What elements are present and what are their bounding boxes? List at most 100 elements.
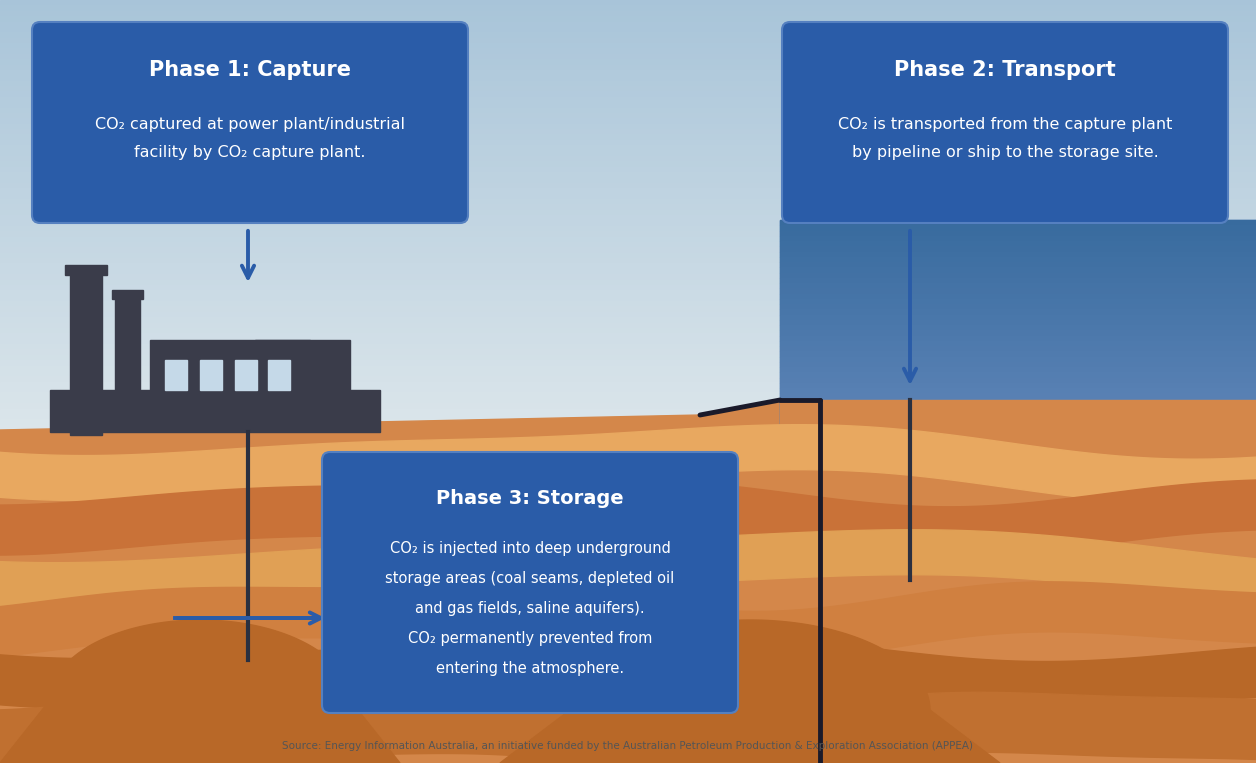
Bar — [0, 140, 1256, 145]
Bar — [0, 295, 1256, 301]
Bar — [780, 272, 1256, 278]
Bar — [116, 295, 139, 390]
Bar — [780, 409, 1256, 414]
Bar — [0, 124, 1256, 129]
Text: CO₂ is transported from the capture plant: CO₂ is transported from the capture plan… — [838, 118, 1172, 133]
Bar — [0, 183, 1256, 188]
Bar — [0, 414, 1256, 419]
Bar — [780, 393, 1256, 398]
Bar — [165, 360, 187, 390]
Bar — [0, 108, 1256, 113]
Bar — [780, 414, 1256, 420]
Text: facility by CO₂ capture plant.: facility by CO₂ capture plant. — [134, 144, 365, 159]
Bar — [0, 307, 1256, 312]
Bar — [780, 230, 1256, 236]
Bar — [0, 53, 1256, 59]
FancyBboxPatch shape — [31, 22, 468, 223]
Bar — [0, 145, 1256, 150]
Bar — [0, 382, 1256, 387]
Bar — [0, 204, 1256, 210]
Bar — [0, 92, 1256, 97]
Bar — [780, 356, 1256, 362]
Bar — [0, 269, 1256, 274]
Bar — [780, 236, 1256, 241]
Bar — [0, 317, 1256, 323]
Bar — [0, 285, 1256, 290]
Bar — [0, 81, 1256, 86]
Bar — [0, 199, 1256, 204]
Text: CO₂ is injected into deep underground: CO₂ is injected into deep underground — [389, 540, 671, 555]
Bar — [0, 247, 1256, 253]
Bar — [255, 340, 310, 360]
Bar — [780, 288, 1256, 294]
Bar — [780, 314, 1256, 320]
Bar — [0, 339, 1256, 344]
Bar — [780, 299, 1256, 304]
Bar — [780, 220, 1256, 225]
Bar — [268, 360, 290, 390]
FancyBboxPatch shape — [322, 452, 739, 713]
Polygon shape — [780, 400, 1256, 763]
Bar — [0, 188, 1256, 194]
Bar — [780, 388, 1256, 393]
Bar — [780, 257, 1256, 262]
Bar — [780, 262, 1256, 267]
Bar — [0, 328, 1256, 333]
Bar — [780, 267, 1256, 272]
Bar — [0, 376, 1256, 382]
Bar — [0, 221, 1256, 226]
Bar — [780, 351, 1256, 356]
Bar — [0, 5, 1256, 11]
Polygon shape — [0, 582, 1256, 662]
Bar — [296, 355, 327, 420]
Bar — [780, 304, 1256, 309]
Polygon shape — [0, 620, 399, 763]
Bar — [0, 242, 1256, 247]
Bar — [780, 372, 1256, 378]
Bar — [780, 330, 1256, 336]
Bar — [0, 258, 1256, 263]
Bar — [780, 325, 1256, 330]
Text: storage areas (coal seams, depleted oil: storage areas (coal seams, depleted oil — [386, 571, 674, 585]
Bar — [0, 301, 1256, 307]
Bar — [0, 210, 1256, 215]
Bar — [0, 129, 1256, 134]
Bar — [0, 76, 1256, 81]
Bar — [0, 177, 1256, 183]
Bar — [0, 312, 1256, 317]
Polygon shape — [0, 636, 1256, 712]
Bar — [200, 360, 222, 390]
Bar — [0, 102, 1256, 108]
Bar — [780, 425, 1256, 430]
Bar — [780, 398, 1256, 404]
Bar — [0, 70, 1256, 76]
Text: Phase 3: Storage: Phase 3: Storage — [436, 488, 624, 507]
Bar — [149, 340, 350, 430]
Text: and gas fields, saline aquifers).: and gas fields, saline aquifers). — [416, 600, 644, 616]
Bar — [780, 367, 1256, 372]
Bar — [0, 365, 1256, 371]
Bar — [0, 32, 1256, 37]
Bar — [220, 355, 252, 430]
Bar — [0, 65, 1256, 70]
Bar — [780, 341, 1256, 346]
Bar — [0, 0, 1256, 5]
Bar — [780, 404, 1256, 409]
Text: Phase 1: Capture: Phase 1: Capture — [149, 60, 350, 80]
Bar — [780, 278, 1256, 283]
Bar — [780, 294, 1256, 299]
Bar — [780, 362, 1256, 367]
Bar — [0, 16, 1256, 21]
Text: CO₂ captured at power plant/industrial: CO₂ captured at power plant/industrial — [95, 118, 404, 133]
Bar — [0, 371, 1256, 376]
Bar — [50, 390, 381, 432]
Bar — [0, 274, 1256, 279]
Bar — [0, 172, 1256, 177]
Bar — [780, 320, 1256, 325]
Bar — [0, 156, 1256, 161]
Bar — [0, 27, 1256, 32]
Bar — [0, 408, 1256, 414]
Bar — [0, 166, 1256, 172]
Bar — [0, 344, 1256, 349]
Polygon shape — [0, 400, 820, 763]
